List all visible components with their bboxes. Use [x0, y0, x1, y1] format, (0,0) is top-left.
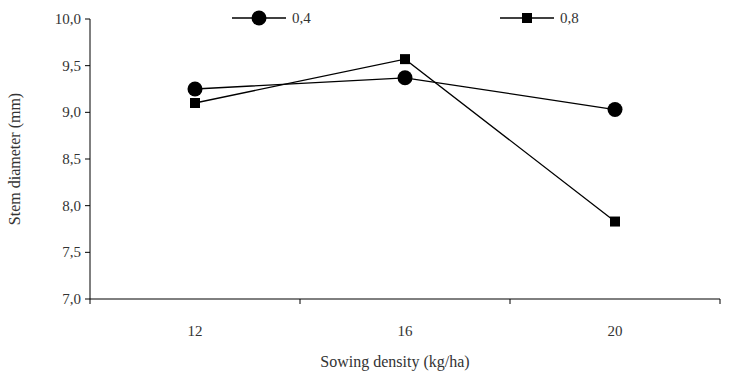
- x-tick: [300, 299, 301, 304]
- y-tick: [85, 252, 90, 253]
- data-point: [610, 217, 620, 227]
- y-tick-label: 9,5: [62, 58, 81, 74]
- y-tick: [85, 205, 90, 206]
- data-point: [398, 70, 413, 85]
- x-tick: [90, 299, 91, 304]
- y-tick-label: 10,0: [55, 11, 81, 27]
- y-tick: [85, 19, 90, 20]
- y-axis-label: Stem diameter (mm): [6, 93, 24, 225]
- x-axis: [90, 299, 720, 300]
- chart: 7,0 7,5 8,0 8,5 9,0 9,5 10,0 12 16 20 Sowing densi…: [0, 0, 729, 378]
- y-tick-label: 7,0: [62, 291, 81, 307]
- y-tick: [85, 299, 90, 300]
- y-tick-label: 8,0: [62, 198, 81, 214]
- x-tick: [720, 299, 721, 304]
- legend-marker: [522, 13, 532, 23]
- legend-label: 0,8: [560, 10, 579, 26]
- legend-label: 0,4: [292, 10, 311, 26]
- y-tick: [85, 65, 90, 66]
- legend-marker: [252, 11, 267, 26]
- series-line: [195, 59, 615, 221]
- data-point: [190, 98, 200, 108]
- x-tick-label: 20: [608, 323, 623, 339]
- data-point: [608, 102, 623, 117]
- y-tick-label: 9,0: [62, 104, 81, 120]
- y-tick-label: 7,5: [62, 244, 81, 260]
- y-tick-label: 8,5: [62, 151, 81, 167]
- plot-area: [188, 54, 623, 226]
- y-tick: [85, 112, 90, 113]
- x-tick: [510, 299, 511, 304]
- y-tick: [85, 159, 90, 160]
- x-tick-label: 16: [398, 323, 414, 339]
- data-point: [188, 82, 203, 97]
- x-tick-label: 12: [188, 323, 203, 339]
- x-axis-label: Sowing density (kg/ha): [320, 353, 469, 371]
- data-point: [400, 54, 410, 64]
